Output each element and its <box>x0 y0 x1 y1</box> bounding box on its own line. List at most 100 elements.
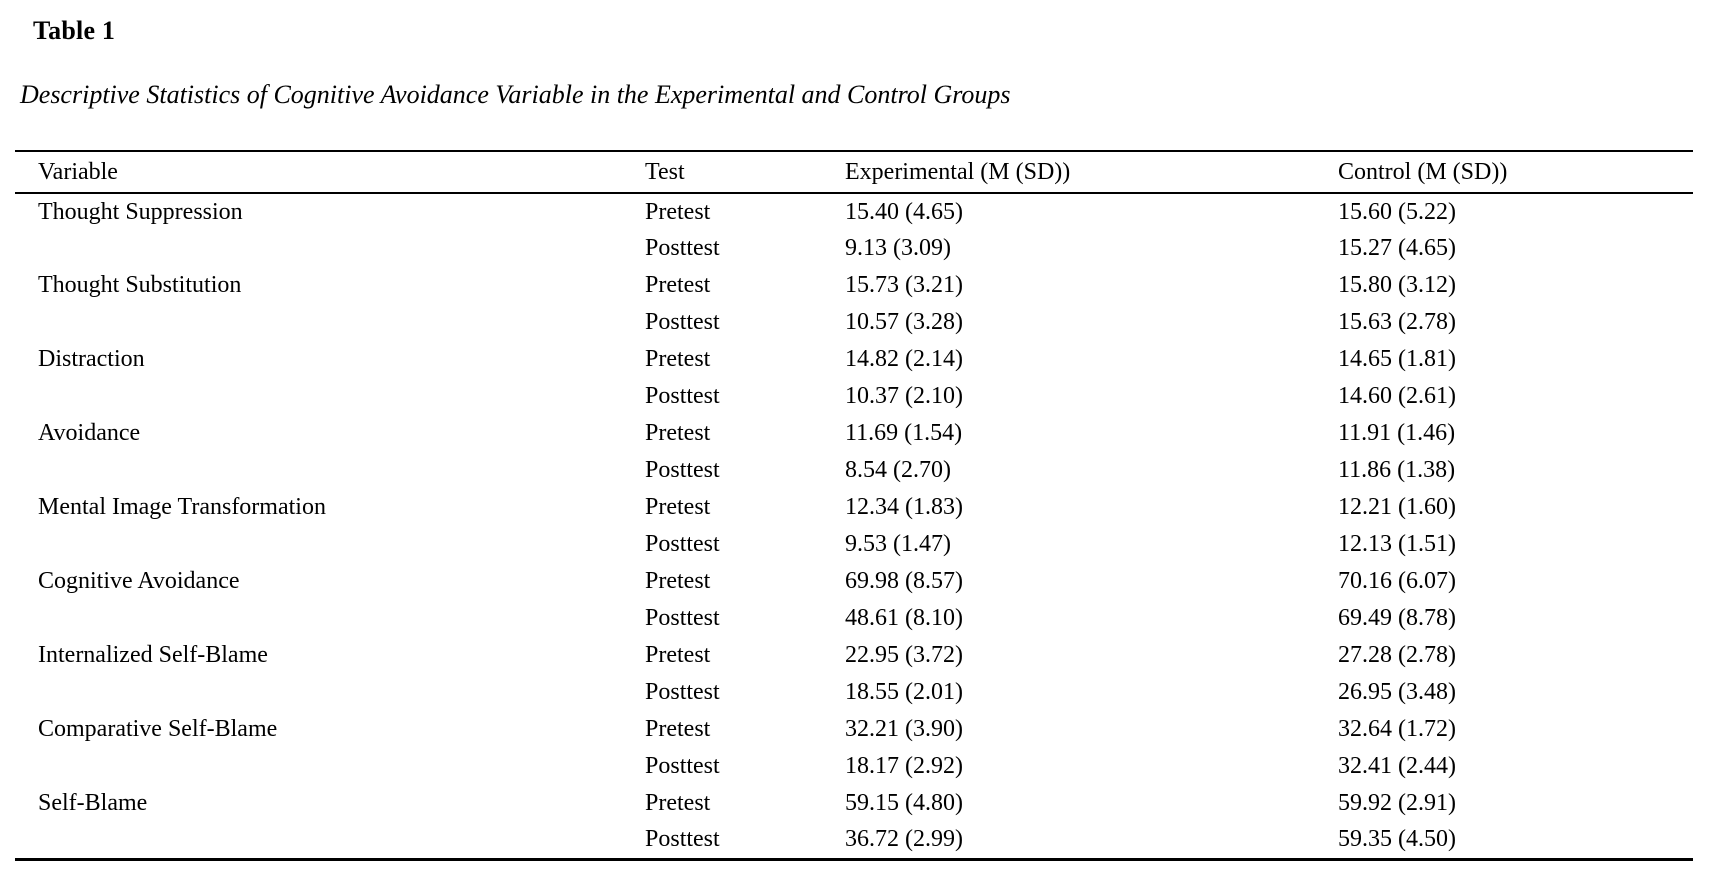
cell-control: 12.13 (1.51) <box>1338 531 1456 557</box>
table-body: Thought Suppression Pretest 15.40 (4.65)… <box>15 193 1693 859</box>
cell-control: 27.28 (2.78) <box>1338 642 1456 668</box>
cell-test: Pretest <box>645 346 711 372</box>
cell-control: 59.35 (4.50) <box>1338 826 1456 853</box>
cell-variable: Thought Suppression <box>38 198 243 225</box>
cell-variable <box>15 526 628 563</box>
cell-test: Pretest <box>645 716 711 742</box>
cell-experimental: 69.98 (8.57) <box>845 568 963 594</box>
cell-control: 59.92 (2.91) <box>1338 790 1456 816</box>
cell-experimental: 9.53 (1.47) <box>845 531 951 557</box>
table-row: Thought Substitution Pretest 15.73 (3.21… <box>15 267 1693 304</box>
cell-variable: Internalized Self-Blame <box>38 642 268 668</box>
table-row: Posttest 8.54 (2.70) 11.86 (1.38) <box>15 452 1693 489</box>
table-number-heading: Table 1 <box>33 16 116 45</box>
cell-control: 26.95 (3.48) <box>1338 679 1456 705</box>
cell-variable: Avoidance <box>38 420 141 446</box>
cell-control: 15.60 (5.22) <box>1338 198 1456 225</box>
table-row: Cognitive Avoidance Pretest 69.98 (8.57)… <box>15 563 1693 600</box>
table-caption: Descriptive Statistics of Cognitive Avoi… <box>20 80 1011 109</box>
table-row: Comparative Self-Blame Pretest 32.21 (3.… <box>15 711 1693 748</box>
cell-control: 11.86 (1.38) <box>1338 457 1456 483</box>
cell-test: Posttest <box>645 753 720 779</box>
cell-variable <box>15 452 628 489</box>
table-row: Internalized Self-Blame Pretest 22.95 (3… <box>15 637 1693 674</box>
cell-test: Posttest <box>645 383 720 409</box>
cell-test: Pretest <box>645 494 711 520</box>
cell-variable <box>15 600 628 637</box>
cell-experimental: 11.69 (1.54) <box>845 420 963 446</box>
table-row: Posttest 18.17 (2.92) 32.41 (2.44) <box>15 748 1693 785</box>
cell-test: Pretest <box>645 568 711 594</box>
cell-test: Pretest <box>645 198 711 225</box>
cell-experimental: 14.82 (2.14) <box>845 346 963 372</box>
table-row: Distraction Pretest 14.82 (2.14) 14.65 (… <box>15 341 1693 378</box>
cell-test: Posttest <box>645 309 720 335</box>
cell-control: 15.63 (2.78) <box>1338 309 1456 335</box>
cell-test: Posttest <box>645 457 720 483</box>
table-row: Posttest 9.53 (1.47) 12.13 (1.51) <box>15 526 1693 563</box>
column-header-test: Test <box>628 151 830 194</box>
table-row: Avoidance Pretest 11.69 (1.54) 11.91 (1.… <box>15 415 1693 452</box>
cell-control: 12.21 (1.60) <box>1338 494 1456 520</box>
cell-variable: Thought Substitution <box>38 272 242 298</box>
table-row: Posttest 9.13 (3.09) 15.27 (4.65) <box>15 230 1693 267</box>
cell-variable <box>15 822 628 859</box>
cell-variable <box>15 304 628 341</box>
cell-experimental: 59.15 (4.80) <box>845 790 963 816</box>
table-row: Thought Suppression Pretest 15.40 (4.65)… <box>15 193 1693 230</box>
cell-control: 32.41 (2.44) <box>1338 753 1456 779</box>
cell-variable <box>15 748 628 785</box>
cell-control: 32.64 (1.72) <box>1338 716 1456 742</box>
cell-test: Posttest <box>645 531 720 557</box>
cell-control: 14.65 (1.81) <box>1338 346 1456 372</box>
cell-variable <box>15 674 628 711</box>
table-row: Self-Blame Pretest 59.15 (4.80) 59.92 (2… <box>15 785 1693 822</box>
column-header-variable: Variable <box>15 151 628 194</box>
cell-test: Pretest <box>645 790 711 816</box>
cell-control: 15.27 (4.65) <box>1338 235 1456 261</box>
cell-test: Posttest <box>645 679 720 705</box>
cell-test: Pretest <box>645 420 711 446</box>
cell-variable: Self-Blame <box>38 790 148 816</box>
cell-test: Posttest <box>645 605 720 631</box>
column-header-control: Control (M (SD)) <box>1322 151 1693 194</box>
cell-experimental: 9.13 (3.09) <box>845 235 951 261</box>
table-row: Posttest 36.72 (2.99) 59.35 (4.50) <box>15 822 1693 859</box>
cell-variable <box>15 230 628 267</box>
column-header-experimental: Experimental (M (SD)) <box>830 151 1322 194</box>
cell-control: 11.91 (1.46) <box>1338 420 1456 446</box>
cell-variable: Mental Image Transformation <box>38 494 326 520</box>
cell-experimental: 8.54 (2.70) <box>845 457 951 483</box>
table-row: Mental Image Transformation Pretest 12.3… <box>15 489 1693 526</box>
cell-test: Posttest <box>645 826 720 853</box>
stats-table-container: Variable Test Experimental (M (SD)) Cont… <box>15 150 1693 861</box>
cell-control: 14.60 (2.61) <box>1338 383 1456 409</box>
table-header-row: Variable Test Experimental (M (SD)) Cont… <box>15 151 1693 194</box>
cell-experimental: 18.17 (2.92) <box>845 753 963 779</box>
cell-test: Posttest <box>645 235 720 261</box>
cell-experimental: 36.72 (2.99) <box>845 826 963 853</box>
cell-test: Pretest <box>645 642 711 668</box>
cell-variable <box>15 378 628 415</box>
table-row: Posttest 48.61 (8.10) 69.49 (8.78) <box>15 600 1693 637</box>
cell-experimental: 12.34 (1.83) <box>845 494 963 520</box>
table-row: Posttest 18.55 (2.01) 26.95 (3.48) <box>15 674 1693 711</box>
cell-control: 69.49 (8.78) <box>1338 605 1456 631</box>
cell-experimental: 32.21 (3.90) <box>845 716 963 742</box>
cell-experimental: 15.73 (3.21) <box>845 272 963 298</box>
cell-test: Pretest <box>645 272 711 298</box>
cell-experimental: 18.55 (2.01) <box>845 679 963 705</box>
cell-experimental: 22.95 (3.72) <box>845 642 963 668</box>
cell-experimental: 48.61 (8.10) <box>845 605 963 631</box>
cell-variable: Comparative Self-Blame <box>38 716 278 742</box>
cell-control: 15.80 (3.12) <box>1338 272 1456 298</box>
cell-experimental: 10.57 (3.28) <box>845 309 963 335</box>
cell-experimental: 10.37 (2.10) <box>845 383 963 409</box>
cell-experimental: 15.40 (4.65) <box>845 198 963 225</box>
cell-variable: Distraction <box>38 346 145 372</box>
table-row: Posttest 10.37 (2.10) 14.60 (2.61) <box>15 378 1693 415</box>
cell-control: 70.16 (6.07) <box>1338 568 1456 594</box>
cell-variable: Cognitive Avoidance <box>38 568 240 594</box>
table-row: Posttest 10.57 (3.28) 15.63 (2.78) <box>15 304 1693 341</box>
